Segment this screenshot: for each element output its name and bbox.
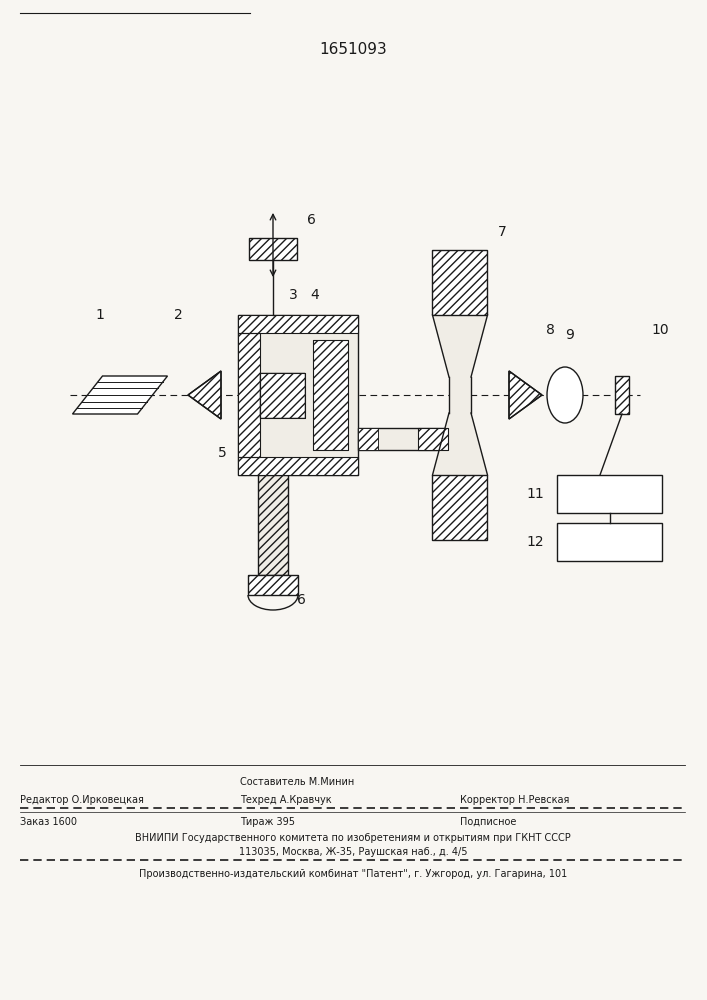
Text: 3: 3 [288, 288, 298, 302]
Text: Техред А.Кравчук: Техред А.Кравчук [240, 795, 332, 805]
Text: Производственно-издательский комбинат "Патент", г. Ужгород, ул. Гагарина, 101: Производственно-издательский комбинат "П… [139, 869, 567, 879]
Text: 113035, Москва, Ж-35, Раушская наб., д. 4/5: 113035, Москва, Ж-35, Раушская наб., д. … [239, 847, 467, 857]
Bar [358, 428, 378, 450]
Text: 6: 6 [307, 213, 315, 227]
Bar [238, 333, 260, 457]
Text: Заказ 1600: Заказ 1600 [20, 817, 77, 827]
Text: 8: 8 [546, 323, 554, 337]
Text: Подписное: Подписное [460, 817, 516, 827]
Text: 1651093: 1651093 [319, 42, 387, 57]
Bar [258, 475, 288, 575]
Bar [238, 457, 358, 475]
Bar [558, 475, 662, 513]
Bar [418, 428, 448, 450]
Bar [238, 315, 358, 475]
Bar [249, 238, 297, 260]
Bar [238, 315, 358, 333]
Bar [260, 372, 305, 418]
Text: 7: 7 [498, 225, 506, 239]
Bar [615, 376, 629, 414]
Bar [358, 428, 473, 450]
Text: 5: 5 [218, 446, 226, 460]
Bar [238, 315, 358, 333]
Bar [433, 475, 488, 540]
Bar [260, 372, 305, 418]
Text: Редактор О.Ирковецкая: Редактор О.Ирковецкая [20, 795, 144, 805]
Text: Корректор Н.Ревская: Корректор Н.Ревская [460, 795, 569, 805]
Bar [358, 428, 378, 450]
Ellipse shape [547, 367, 583, 423]
Bar [313, 340, 348, 450]
Bar [313, 340, 348, 450]
Bar [238, 457, 358, 475]
Text: 9: 9 [566, 328, 574, 342]
Bar [615, 376, 629, 414]
Text: 11: 11 [527, 487, 544, 501]
Text: 2: 2 [174, 308, 182, 322]
Polygon shape [73, 376, 168, 414]
Text: Составитель М.Минин: Составитель М.Минин [240, 777, 354, 787]
Text: 4: 4 [310, 288, 320, 302]
Polygon shape [188, 371, 221, 419]
Bar [433, 250, 488, 315]
Text: Тираж 395: Тираж 395 [240, 817, 295, 827]
Bar [260, 372, 305, 418]
Text: 10: 10 [651, 323, 669, 337]
Text: ВНИИПИ Государственного комитета по изобретениям и открытиям при ГКНТ СССР: ВНИИПИ Государственного комитета по изоб… [135, 833, 571, 843]
Text: 1: 1 [95, 308, 105, 322]
Bar [249, 238, 297, 260]
Bar [238, 333, 260, 457]
Bar [433, 475, 488, 540]
Bar [558, 523, 662, 561]
Bar [258, 475, 288, 575]
Bar [418, 428, 448, 450]
Bar [248, 575, 298, 595]
Polygon shape [509, 371, 542, 419]
Text: 6: 6 [296, 593, 305, 607]
Bar [248, 575, 298, 595]
Bar [433, 250, 488, 315]
Polygon shape [433, 315, 488, 475]
Text: 12: 12 [527, 535, 544, 549]
Bar [258, 475, 288, 575]
